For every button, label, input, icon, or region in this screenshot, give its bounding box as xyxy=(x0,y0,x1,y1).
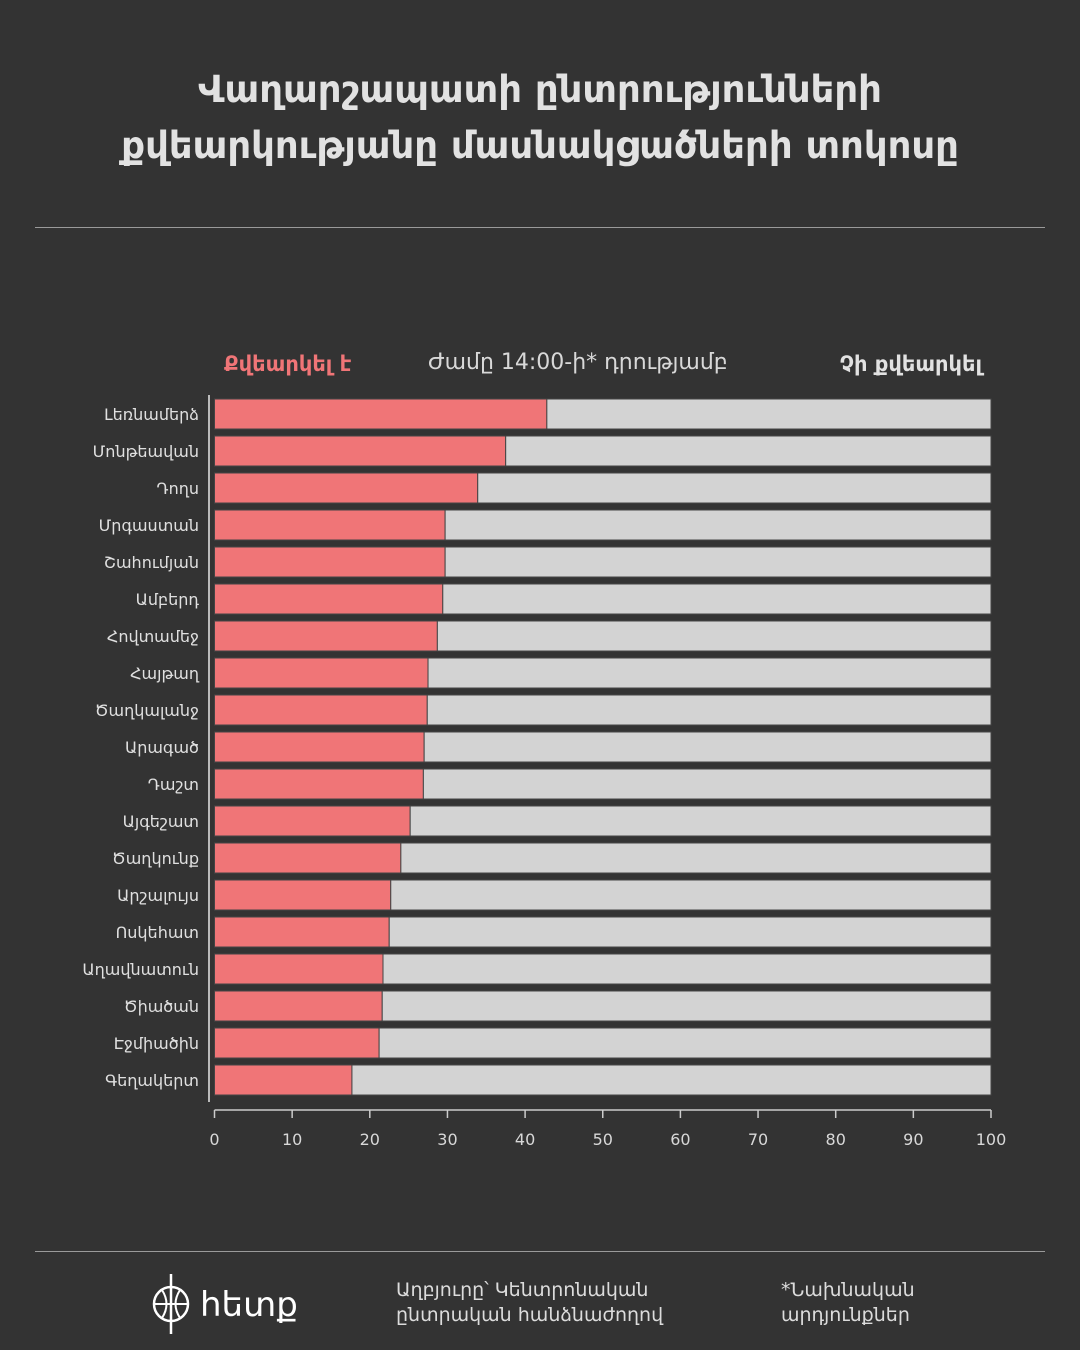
bar-voted-17 xyxy=(214,1027,380,1059)
source-line-2: ընտրական հանձնաժողով xyxy=(396,1304,664,1326)
bar-not-voted-5 xyxy=(442,583,992,615)
x-tick-label: 100 xyxy=(976,1130,1007,1149)
bar-voted-12 xyxy=(214,842,402,874)
source-line-1: Աղբյուրը՝ Կենտրոնական xyxy=(396,1279,649,1301)
category-label: Հովտամեջ xyxy=(107,627,199,646)
x-tick-label: 30 xyxy=(437,1130,457,1149)
source-note: Աղբյուրը՝ Կենտրոնական ընտրական հանձնաժող… xyxy=(396,1278,663,1328)
title-line-1: Վաղարշապատի ընտրությունների xyxy=(198,68,882,111)
bar-voted-6 xyxy=(214,620,438,652)
bar-not-voted-18 xyxy=(351,1064,992,1096)
category-label: Հայթաղ xyxy=(130,664,200,683)
time-note: Ժամը 14:00-ի* դրությամբ xyxy=(428,350,728,375)
note-line-1: *Նախնական xyxy=(781,1279,915,1301)
category-label: Ծաղկալանջ xyxy=(95,701,199,720)
bar-voted-1 xyxy=(214,435,507,467)
category-label: Ծաղկունք xyxy=(112,849,199,868)
bar-voted-9 xyxy=(214,731,425,763)
bar-not-voted-10 xyxy=(422,768,992,800)
bar-voted-3 xyxy=(214,509,446,541)
category-label: Գեղակերտ xyxy=(105,1071,199,1090)
preliminary-note: *Նախնական արդյունքներ xyxy=(781,1278,915,1328)
category-label: Այգեշատ xyxy=(123,812,199,831)
bar-chart: Լեռնամերձ Մոնթեավան Դողս Մրգաստան Շահումյան Ա… xyxy=(82,395,1007,1149)
legend-not-voted: Չի քվեարկել xyxy=(839,352,982,376)
category-label: Շահումյան xyxy=(104,553,199,572)
bar-not-voted-14 xyxy=(388,916,992,948)
bar-not-voted-17 xyxy=(378,1027,992,1059)
bar-voted-7 xyxy=(214,657,429,689)
bar-not-voted-3 xyxy=(444,509,992,541)
x-tick-label: 50 xyxy=(593,1130,613,1149)
divider-bottom xyxy=(35,1251,1045,1252)
bar-voted-13 xyxy=(214,879,392,911)
bar-voted-0 xyxy=(214,398,548,430)
x-tick-label: 80 xyxy=(826,1130,846,1149)
bar-not-voted-16 xyxy=(381,990,992,1022)
category-label: Արշալույս xyxy=(117,886,199,905)
category-label: Աղավնատուն xyxy=(82,960,199,979)
bar-voted-10 xyxy=(214,768,424,800)
category-label: Մրգաստան xyxy=(99,516,199,535)
bar-voted-14 xyxy=(214,916,390,948)
title-line-2: քվեարկությանը մասնակցածների տոկոսը xyxy=(121,124,959,167)
category-label: Էջմիածին xyxy=(114,1034,199,1053)
bar-not-voted-1 xyxy=(505,435,992,467)
category-label: Ոսկեհատ xyxy=(116,923,199,942)
category-label: Դողս xyxy=(157,479,199,498)
bar-not-voted-4 xyxy=(444,546,992,578)
bar-voted-8 xyxy=(214,694,428,726)
category-label: Արագած xyxy=(125,738,199,757)
x-tick-label: 60 xyxy=(670,1130,690,1149)
bar-not-voted-0 xyxy=(546,398,992,430)
x-tick-label: 10 xyxy=(282,1130,302,1149)
bar-not-voted-2 xyxy=(477,472,992,504)
bar-voted-2 xyxy=(214,472,479,504)
bar-voted-11 xyxy=(214,805,411,837)
category-label: Ծիածան xyxy=(124,997,199,1016)
category-label: Լեռնամերձ xyxy=(104,405,199,424)
bar-not-voted-11 xyxy=(409,805,992,837)
category-label: Մոնթեավան xyxy=(93,442,199,461)
bar-not-voted-15 xyxy=(382,953,992,985)
category-label: Ամբերդ xyxy=(136,590,200,609)
bar-voted-15 xyxy=(214,953,384,985)
bar-not-voted-6 xyxy=(436,620,992,652)
bar-voted-18 xyxy=(214,1064,353,1096)
x-tick-label: 0 xyxy=(209,1130,219,1149)
x-tick-label: 70 xyxy=(748,1130,768,1149)
category-label: Դաշտ xyxy=(148,775,199,794)
hetq-logo: հետք xyxy=(150,1272,310,1342)
chart-title: Վաղարշապատի ընտրությունների քվեարկության… xyxy=(0,62,1080,174)
globe-logo-icon: հետք xyxy=(152,1274,298,1334)
x-tick-label: 90 xyxy=(903,1130,923,1149)
bar-not-voted-8 xyxy=(426,694,992,726)
x-tick-label: 40 xyxy=(515,1130,535,1149)
legend-voted: Քվեարկել է xyxy=(224,352,352,376)
bar-not-voted-13 xyxy=(390,879,992,911)
logo-text: հետք xyxy=(200,1285,298,1325)
note-line-2: արդյունքներ xyxy=(781,1304,910,1326)
bar-not-voted-7 xyxy=(427,657,992,689)
bar-voted-5 xyxy=(214,583,444,615)
x-tick-label: 20 xyxy=(360,1130,380,1149)
bar-not-voted-9 xyxy=(423,731,992,763)
divider-top xyxy=(35,227,1045,228)
bar-not-voted-12 xyxy=(400,842,992,874)
bar-voted-16 xyxy=(214,990,383,1022)
bar-voted-4 xyxy=(214,546,446,578)
